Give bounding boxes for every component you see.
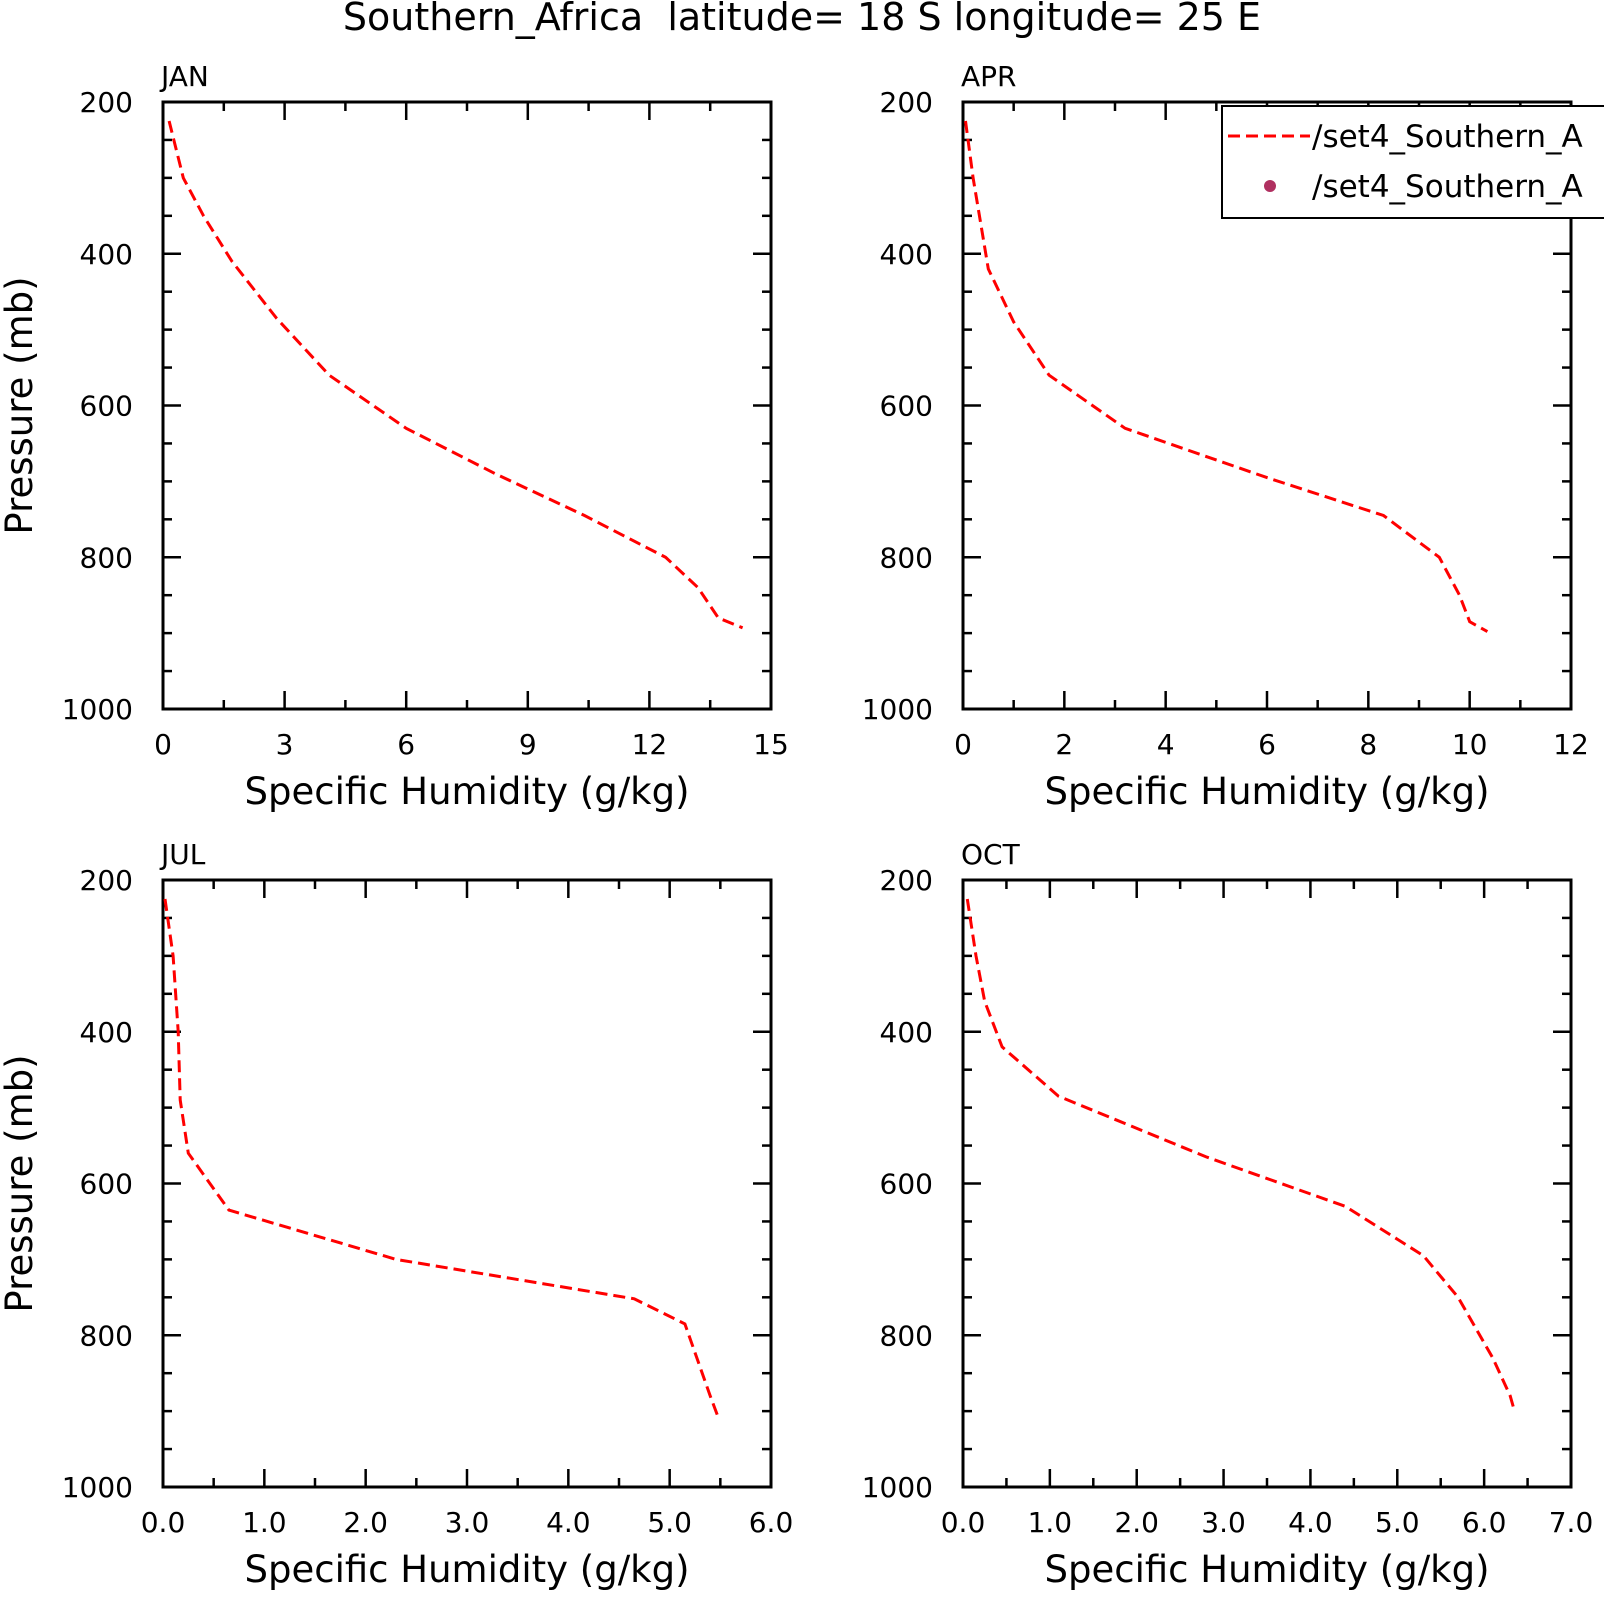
y-tick-label: 200 <box>880 86 933 119</box>
x-tick-label: 1.0 <box>242 1506 287 1539</box>
x-tick-label: 4.0 <box>1288 1506 1333 1539</box>
y-tick-label: 400 <box>80 1016 133 1049</box>
series-line-apr <box>964 120 1489 633</box>
series-line-jul <box>163 898 719 1416</box>
panel-oct: 0.0 1.0 2.0 3.0 4.0 5.0 6.0 7.0 200 400 600 800 1000… <box>862 838 1594 1591</box>
x-tick-label: 7.0 <box>1549 1506 1594 1539</box>
x-tick-label: 8 <box>1359 728 1377 761</box>
panel-label: JUL <box>159 838 206 871</box>
legend-entry-label: /set4_Southern_A <box>1312 119 1583 155</box>
x-tick-label: 6.0 <box>1462 1506 1507 1539</box>
y-tick-label: 200 <box>80 864 133 897</box>
legend-entry-label: /set4_Southern_A <box>1312 169 1583 205</box>
y-tick-label: 800 <box>880 1319 933 1352</box>
panel-label: JAN <box>159 60 209 93</box>
x-tick-label: 0.0 <box>141 1506 186 1539</box>
y-tick-label: 600 <box>80 1168 133 1201</box>
x-tick-label: 5.0 <box>647 1506 692 1539</box>
panel-apr: 0 2 4 6 8 10 12 200 400 600 800 1000 APR Specific Hum… <box>862 60 1589 813</box>
y-tick-label: 200 <box>880 864 933 897</box>
x-tick-label: 4 <box>1157 728 1175 761</box>
x-axis-label: Specific Humidity (g/kg) <box>244 1548 689 1591</box>
x-axis-label: Specific Humidity (g/kg) <box>1044 770 1489 813</box>
x-tick-label: 1.0 <box>1028 1506 1073 1539</box>
x-tick-label: 4.0 <box>546 1506 591 1539</box>
x-tick-label: 2.0 <box>343 1506 388 1539</box>
y-tick-label: 400 <box>880 1016 933 1049</box>
y-tick-label: 600 <box>880 1168 933 1201</box>
y-axis-label: Pressure (mb) <box>0 1054 41 1312</box>
y-tick-label: 600 <box>80 390 133 423</box>
x-tick-label: 0 <box>954 728 972 761</box>
panel-label: APR <box>961 60 1017 93</box>
x-tick-label: 2.0 <box>1114 1506 1159 1539</box>
legend-dot-swatch <box>1264 180 1276 192</box>
panel-jan: 0 3 6 9 12 15 200 400 600 800 1000 JAN Specific Humi… <box>0 60 789 813</box>
plot-frame <box>161 100 773 711</box>
y-axis-label: Pressure (mb) <box>0 276 41 534</box>
x-tick-label: 3 <box>276 728 294 761</box>
legend-box <box>1221 105 1604 219</box>
plot-frame <box>161 878 773 1489</box>
y-tick-label: 1000 <box>62 1471 133 1504</box>
plot-frame <box>961 878 1573 1489</box>
x-tick-label: 5.0 <box>1375 1506 1420 1539</box>
y-tick-label: 200 <box>80 86 133 119</box>
x-tick-label: 3.0 <box>1201 1506 1246 1539</box>
y-tick-label: 800 <box>880 541 933 574</box>
x-tick-label: 15 <box>753 728 789 761</box>
y-tick-label: 600 <box>880 390 933 423</box>
x-tick-label: 12 <box>1553 728 1589 761</box>
figure-title: Southern_Africa latitude= 18 S longitude… <box>343 0 1261 39</box>
y-tick-label: 800 <box>80 1319 133 1352</box>
x-tick-label: 0 <box>154 728 172 761</box>
y-tick-label: 1000 <box>862 1471 933 1504</box>
x-tick-label: 10 <box>1452 728 1488 761</box>
x-axis-label: Specific Humidity (g/kg) <box>244 770 689 813</box>
series-line-oct <box>965 898 1516 1412</box>
x-tick-label: 6 <box>1258 728 1276 761</box>
x-tick-label: 12 <box>632 728 668 761</box>
x-tick-label: 6 <box>397 728 415 761</box>
x-tick-label: 6.0 <box>749 1506 794 1539</box>
x-tick-label: 3.0 <box>445 1506 490 1539</box>
y-tick-label: 400 <box>80 238 133 271</box>
x-axis-label: Specific Humidity (g/kg) <box>1044 1548 1489 1591</box>
y-tick-label: 800 <box>80 541 133 574</box>
y-tick-label: 400 <box>880 238 933 271</box>
y-tick-label: 1000 <box>862 693 933 726</box>
legend: /set4_Southern_A/set4_Southern_A <box>1221 105 1604 219</box>
panels-layer: 0 3 6 9 12 15 200 400 600 800 1000 JAN Specific Humi… <box>0 60 1593 1591</box>
x-tick-label: 0.0 <box>941 1506 986 1539</box>
y-tick-label: 1000 <box>62 693 133 726</box>
panel-jul: 0.0 1.0 2.0 3.0 4.0 5.0 6.0 200 400 600 800 1000 JUL… <box>0 838 793 1591</box>
series-line-jan <box>167 120 744 630</box>
x-tick-label: 9 <box>519 728 537 761</box>
x-tick-label: 2 <box>1055 728 1073 761</box>
panel-label: OCT <box>961 838 1021 871</box>
